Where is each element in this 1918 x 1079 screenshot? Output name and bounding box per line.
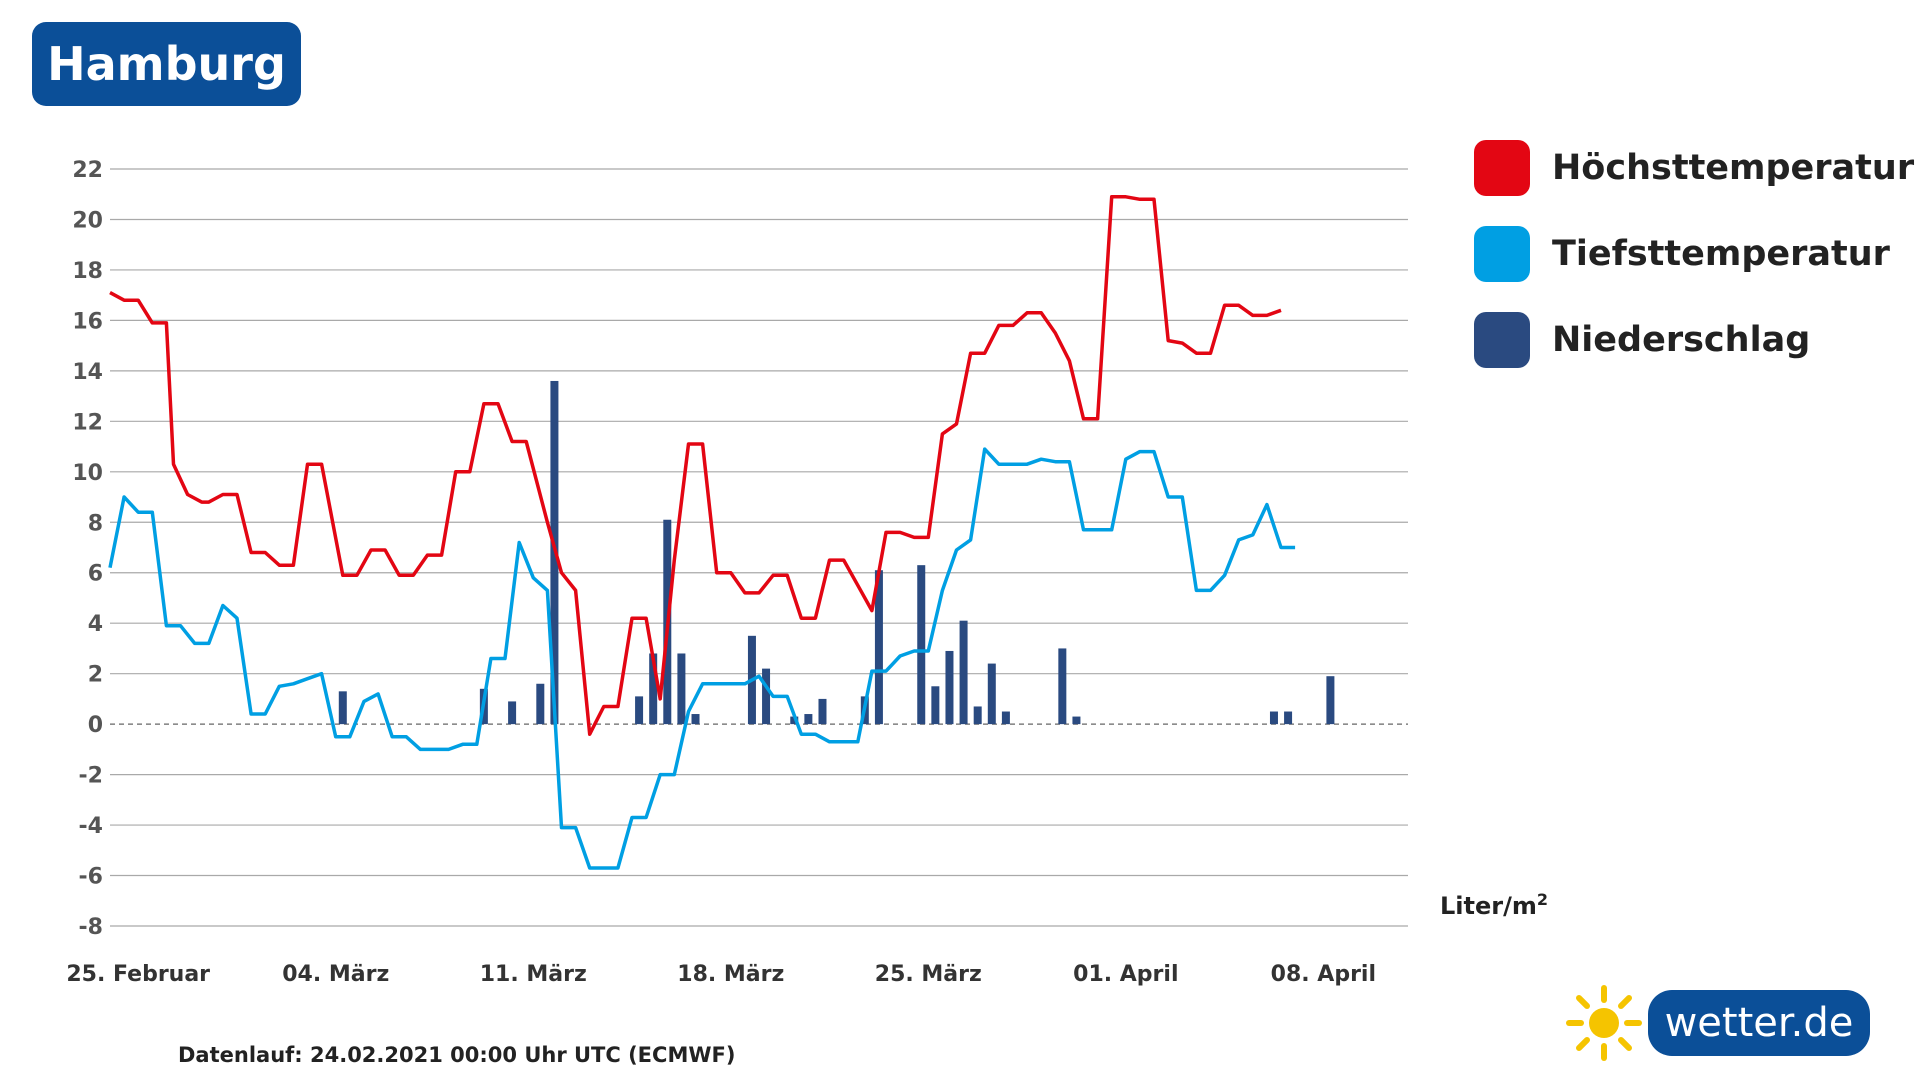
logo-pill: wetter.de xyxy=(1648,990,1870,1056)
legend-swatch-max-temp xyxy=(1474,140,1530,196)
precipitation-bar xyxy=(959,620,968,725)
y-tick-label: -8 xyxy=(79,915,103,940)
legend-label-max-temp: Höchsttemperatur xyxy=(1552,148,1915,188)
y-tick-label: 12 xyxy=(72,410,103,435)
precipitation-bar xyxy=(1072,716,1081,725)
sun-icon xyxy=(1566,985,1642,1061)
unit-sup: 2 xyxy=(1536,890,1549,909)
precipitation-unit-label: Liter/m2 xyxy=(1440,890,1548,920)
precipitation-bar xyxy=(508,701,517,725)
y-tick-label: 18 xyxy=(72,259,103,284)
y-tick-label: 20 xyxy=(72,208,103,233)
y-tick-label: 0 xyxy=(88,713,103,738)
y-tick-label: 8 xyxy=(88,511,103,536)
precipitation-bar xyxy=(973,706,982,725)
y-tick-label: 6 xyxy=(88,562,103,587)
wetter-de-logo: wetter.de xyxy=(1566,985,1870,1061)
y-tick-label: 14 xyxy=(72,360,103,385)
legend-item-max-temp: Höchsttemperatur xyxy=(1474,140,1914,196)
x-tick-label: 25. März xyxy=(875,962,982,987)
precipitation-bar xyxy=(931,686,940,725)
legend-item-min-temp: Tiefsttemperatur xyxy=(1474,226,1914,282)
max-temp-line xyxy=(109,195,1282,736)
precipitation-bar xyxy=(874,570,883,725)
chart-grid xyxy=(110,168,1408,927)
data-run-footnote: Datenlauf: 24.02.2021 00:00 Uhr UTC (ECM… xyxy=(178,1043,736,1067)
precipitation-bar xyxy=(1326,676,1335,725)
y-tick-label: 2 xyxy=(88,663,103,688)
precipitation-bar xyxy=(1058,648,1067,725)
precipitation-bar xyxy=(635,696,644,725)
precipitation-bar xyxy=(1269,711,1278,725)
y-tick-label: -4 xyxy=(79,814,103,839)
y-tick-label: 16 xyxy=(72,309,103,334)
y-tick-label: 22 xyxy=(72,158,103,183)
precipitation-bar xyxy=(677,653,686,725)
precipitation-bar xyxy=(1284,711,1293,725)
precipitation-bar xyxy=(338,691,347,725)
precipitation-bar xyxy=(987,663,996,725)
precipitation-bar xyxy=(1001,711,1010,725)
x-tick-label: 08. April xyxy=(1271,962,1376,987)
x-tick-label: 25. Februar xyxy=(66,962,210,987)
x-tick-label: 11. März xyxy=(480,962,587,987)
precipitation-bar xyxy=(536,683,545,725)
precipitation-bar xyxy=(945,650,954,725)
precipitation-bar xyxy=(762,668,771,725)
y-tick-label: 10 xyxy=(72,461,103,486)
precipitation-bar xyxy=(917,565,926,725)
legend: Höchsttemperatur Tiefsttemperatur Nieder… xyxy=(1474,140,1914,398)
legend-item-precipitation: Niederschlag xyxy=(1474,312,1914,368)
y-tick-label: -6 xyxy=(79,865,103,890)
unit-text: Liter/m xyxy=(1440,892,1537,920)
legend-swatch-min-temp xyxy=(1474,226,1530,282)
precipitation-bar xyxy=(804,714,813,725)
x-axis-ticks: 25. Februar 04. März 11. März 18. März 25. M… xyxy=(66,962,1376,987)
city-title-badge: Hamburg xyxy=(32,22,301,106)
legend-label-min-temp: Tiefsttemperatur xyxy=(1552,234,1890,274)
x-tick-label: 01. April xyxy=(1073,962,1178,987)
legend-label-precipitation: Niederschlag xyxy=(1552,320,1811,360)
logo-text: wetter.de xyxy=(1664,1000,1854,1046)
precipitation-bar xyxy=(818,698,827,725)
city-title: Hamburg xyxy=(47,37,286,91)
legend-swatch-precipitation xyxy=(1474,312,1530,368)
precipitation-bar xyxy=(649,653,658,725)
temperature-lines xyxy=(108,195,1296,870)
y-tick-label: 4 xyxy=(88,612,103,637)
min-temp-line xyxy=(108,447,1296,870)
x-tick-label: 18. März xyxy=(677,962,784,987)
precipitation-bar xyxy=(691,714,700,725)
x-tick-label: 04. März xyxy=(282,962,389,987)
y-tick-label: -2 xyxy=(79,764,103,789)
